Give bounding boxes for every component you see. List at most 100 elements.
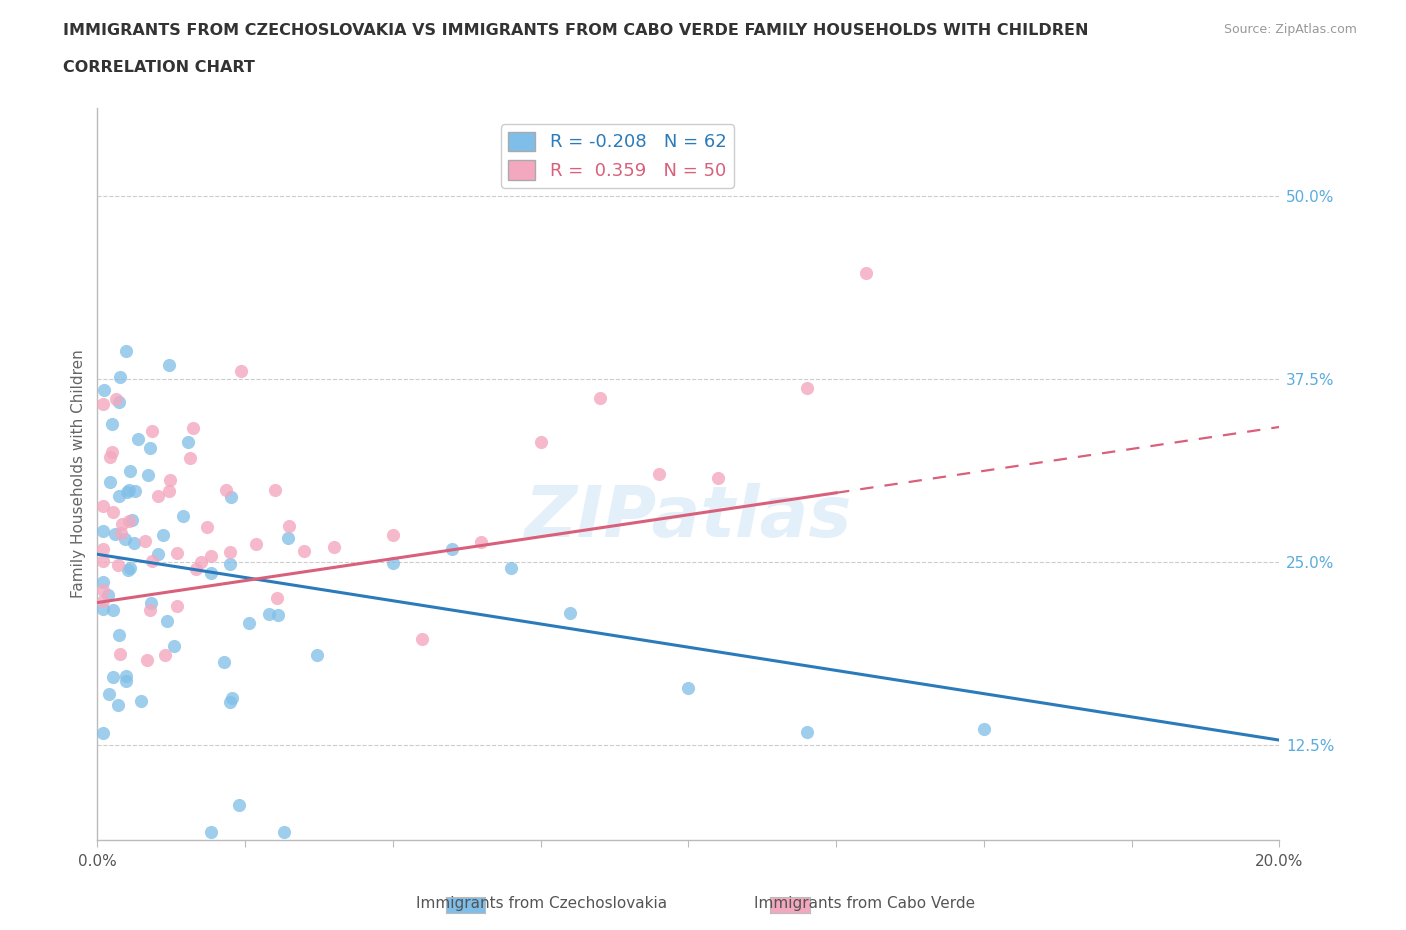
Point <box>179 451 201 466</box>
Point <box>155 614 177 629</box>
Point <box>218 557 240 572</box>
Point <box>104 526 127 541</box>
Point <box>97 588 120 603</box>
Point <box>108 369 131 384</box>
Point <box>177 434 200 449</box>
Point <box>267 607 290 622</box>
Point <box>589 391 612 405</box>
Point <box>166 598 188 613</box>
Point <box>163 638 186 653</box>
Point <box>229 364 252 379</box>
Point <box>115 344 138 359</box>
Point <box>796 724 818 739</box>
Point <box>118 514 141 529</box>
Point <box>91 397 114 412</box>
Point <box>91 553 114 568</box>
Point <box>307 647 329 662</box>
Point <box>529 435 551 450</box>
Point <box>91 542 114 557</box>
Point <box>190 555 212 570</box>
Point <box>127 432 149 446</box>
Point <box>91 725 114 740</box>
Point <box>263 483 285 498</box>
Point <box>973 722 995 737</box>
Point <box>200 565 222 580</box>
Point <box>197 520 219 535</box>
Point <box>122 536 145 551</box>
Point <box>221 690 243 705</box>
Point <box>101 417 124 432</box>
Point <box>108 488 131 503</box>
Point <box>101 504 124 519</box>
Point <box>277 518 299 533</box>
Point <box>245 537 267 551</box>
Point <box>141 423 163 438</box>
Point <box>470 535 492 550</box>
Point <box>678 681 700 696</box>
Point <box>91 524 114 538</box>
Point <box>93 382 115 397</box>
Point <box>146 546 169 561</box>
Point <box>107 558 129 573</box>
Legend: R = -0.208   N = 62, R =  0.359   N = 50: R = -0.208 N = 62, R = 0.359 N = 50 <box>501 125 734 188</box>
Point <box>707 471 730 485</box>
Point <box>200 549 222 564</box>
Point <box>117 563 139 578</box>
Point <box>560 605 582 620</box>
Point <box>499 561 522 576</box>
Point <box>91 593 114 608</box>
Point <box>105 392 128 406</box>
Y-axis label: Family Households with Children: Family Households with Children <box>72 350 86 598</box>
Point <box>648 467 671 482</box>
Point <box>855 265 877 280</box>
Point <box>91 602 114 617</box>
Point <box>134 534 156 549</box>
Point <box>411 631 433 646</box>
Point <box>121 512 143 527</box>
Point <box>155 647 177 662</box>
Point <box>215 483 238 498</box>
Point <box>238 616 260 631</box>
Point <box>138 441 160 456</box>
Point <box>110 525 132 540</box>
Point <box>440 541 463 556</box>
Point <box>159 472 181 487</box>
Point <box>108 628 131 643</box>
Point <box>141 553 163 568</box>
Point <box>91 582 114 597</box>
Text: IMMIGRANTS FROM CZECHOSLOVAKIA VS IMMIGRANTS FROM CABO VERDE FAMILY HOUSEHOLDS W: IMMIGRANTS FROM CZECHOSLOVAKIA VS IMMIGR… <box>63 23 1088 38</box>
Point <box>200 825 222 840</box>
Point <box>101 603 124 618</box>
Point <box>91 498 114 513</box>
Point <box>381 527 404 542</box>
Point <box>266 591 288 605</box>
Text: Immigrants from Cabo Verde: Immigrants from Cabo Verde <box>754 897 976 911</box>
Point <box>136 652 159 667</box>
Point <box>139 603 162 618</box>
Point <box>124 484 146 498</box>
Point <box>796 380 818 395</box>
Text: CORRELATION CHART: CORRELATION CHART <box>63 60 254 75</box>
Point <box>277 531 299 546</box>
Point <box>381 556 404 571</box>
Point <box>115 669 138 684</box>
Text: Source: ZipAtlas.com: Source: ZipAtlas.com <box>1223 23 1357 36</box>
Point <box>114 532 136 547</box>
Point <box>322 540 344 555</box>
Point <box>98 475 121 490</box>
Point <box>111 516 134 531</box>
Point <box>146 489 169 504</box>
Point <box>212 655 235 670</box>
Point <box>157 357 180 372</box>
Point <box>221 489 243 504</box>
Point <box>129 694 152 709</box>
Point <box>257 606 280 621</box>
Point <box>91 574 114 589</box>
Point <box>292 543 315 558</box>
Point <box>100 445 122 460</box>
Point <box>219 694 242 709</box>
Point <box>172 509 194 524</box>
Point <box>118 483 141 498</box>
Point <box>152 527 174 542</box>
Point <box>136 467 159 482</box>
